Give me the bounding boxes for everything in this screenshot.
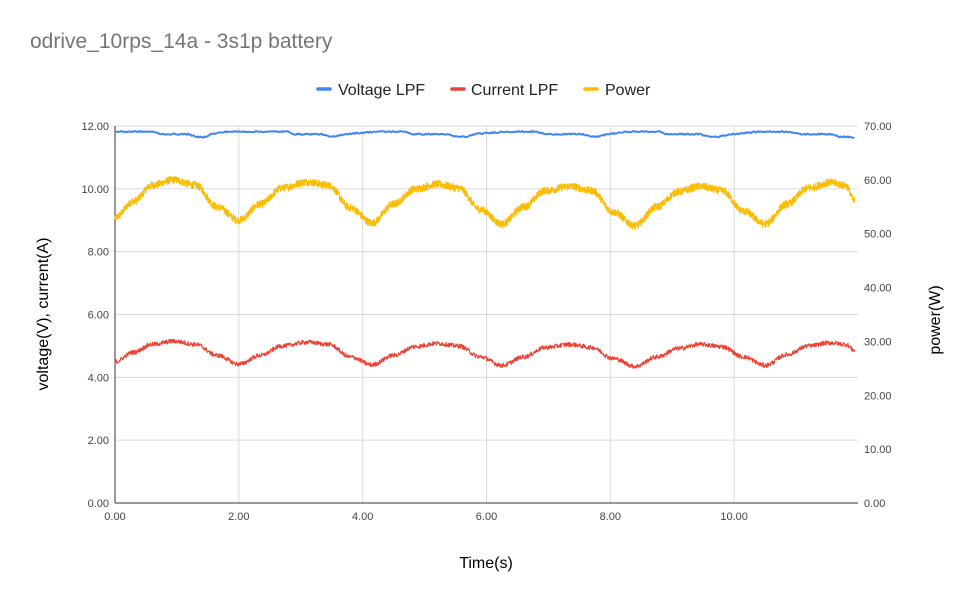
y-axis-left-title: voltage(V), current(A) — [35, 238, 52, 391]
axis-layer: 0.00 2.00 4.00 6.00 8.00 10.00 12.00 0.00 10.00 2… — [81, 121, 891, 523]
legend: Voltage LPF Current LPF Power — [316, 82, 651, 99]
y-axis-right-title: power(W) — [927, 285, 944, 354]
y-left-tick-label: 0.00 — [88, 498, 109, 510]
x-tick-label: 8.00 — [600, 511, 621, 523]
y-right-tick-label: 50.00 — [864, 229, 892, 241]
series-line-power — [114, 175, 856, 230]
y-right-tick-label: 10.00 — [864, 444, 892, 456]
y-right-tick-label: 40.00 — [864, 283, 892, 295]
series-layer — [114, 130, 856, 369]
y-left-tick-label: 10.00 — [81, 184, 109, 196]
y-left-tick-label: 6.00 — [88, 310, 109, 322]
y-right-tick-label: 70.00 — [864, 121, 892, 133]
y-right-tick-label: 20.00 — [864, 390, 892, 402]
x-tick-label: 6.00 — [476, 511, 497, 523]
chart-title: odrive_10rps_14a - 3s1p battery — [30, 30, 333, 53]
x-axis-title: Time(s) — [459, 555, 513, 572]
y-left-tick-label: 2.00 — [88, 435, 109, 447]
legend-label-power: Power — [605, 82, 651, 99]
series-line-current — [114, 338, 856, 369]
y-left-tick-label: 12.00 — [81, 121, 109, 133]
y-right-tick-label: 30.00 — [864, 336, 892, 348]
x-tick-label: 0.00 — [104, 511, 125, 523]
grid-layer — [115, 125, 858, 503]
y-right-tick-label: 0.00 — [864, 498, 885, 510]
x-tick-label: 2.00 — [228, 511, 249, 523]
legend-label-current: Current LPF — [471, 82, 558, 99]
x-tick-label: 4.00 — [352, 511, 373, 523]
legend-label-voltage: Voltage LPF — [338, 82, 425, 99]
x-tick-label: 10.00 — [720, 511, 748, 523]
legend-item-voltage[interactable]: Voltage LPF — [316, 82, 425, 99]
legend-item-power[interactable]: Power — [583, 82, 651, 99]
y-right-tick-label: 60.00 — [864, 175, 892, 187]
series-line-voltage — [114, 130, 855, 140]
y-left-tick-label: 8.00 — [88, 247, 109, 259]
legend-item-current[interactable]: Current LPF — [450, 82, 558, 99]
y-left-tick-label: 4.00 — [88, 372, 109, 384]
